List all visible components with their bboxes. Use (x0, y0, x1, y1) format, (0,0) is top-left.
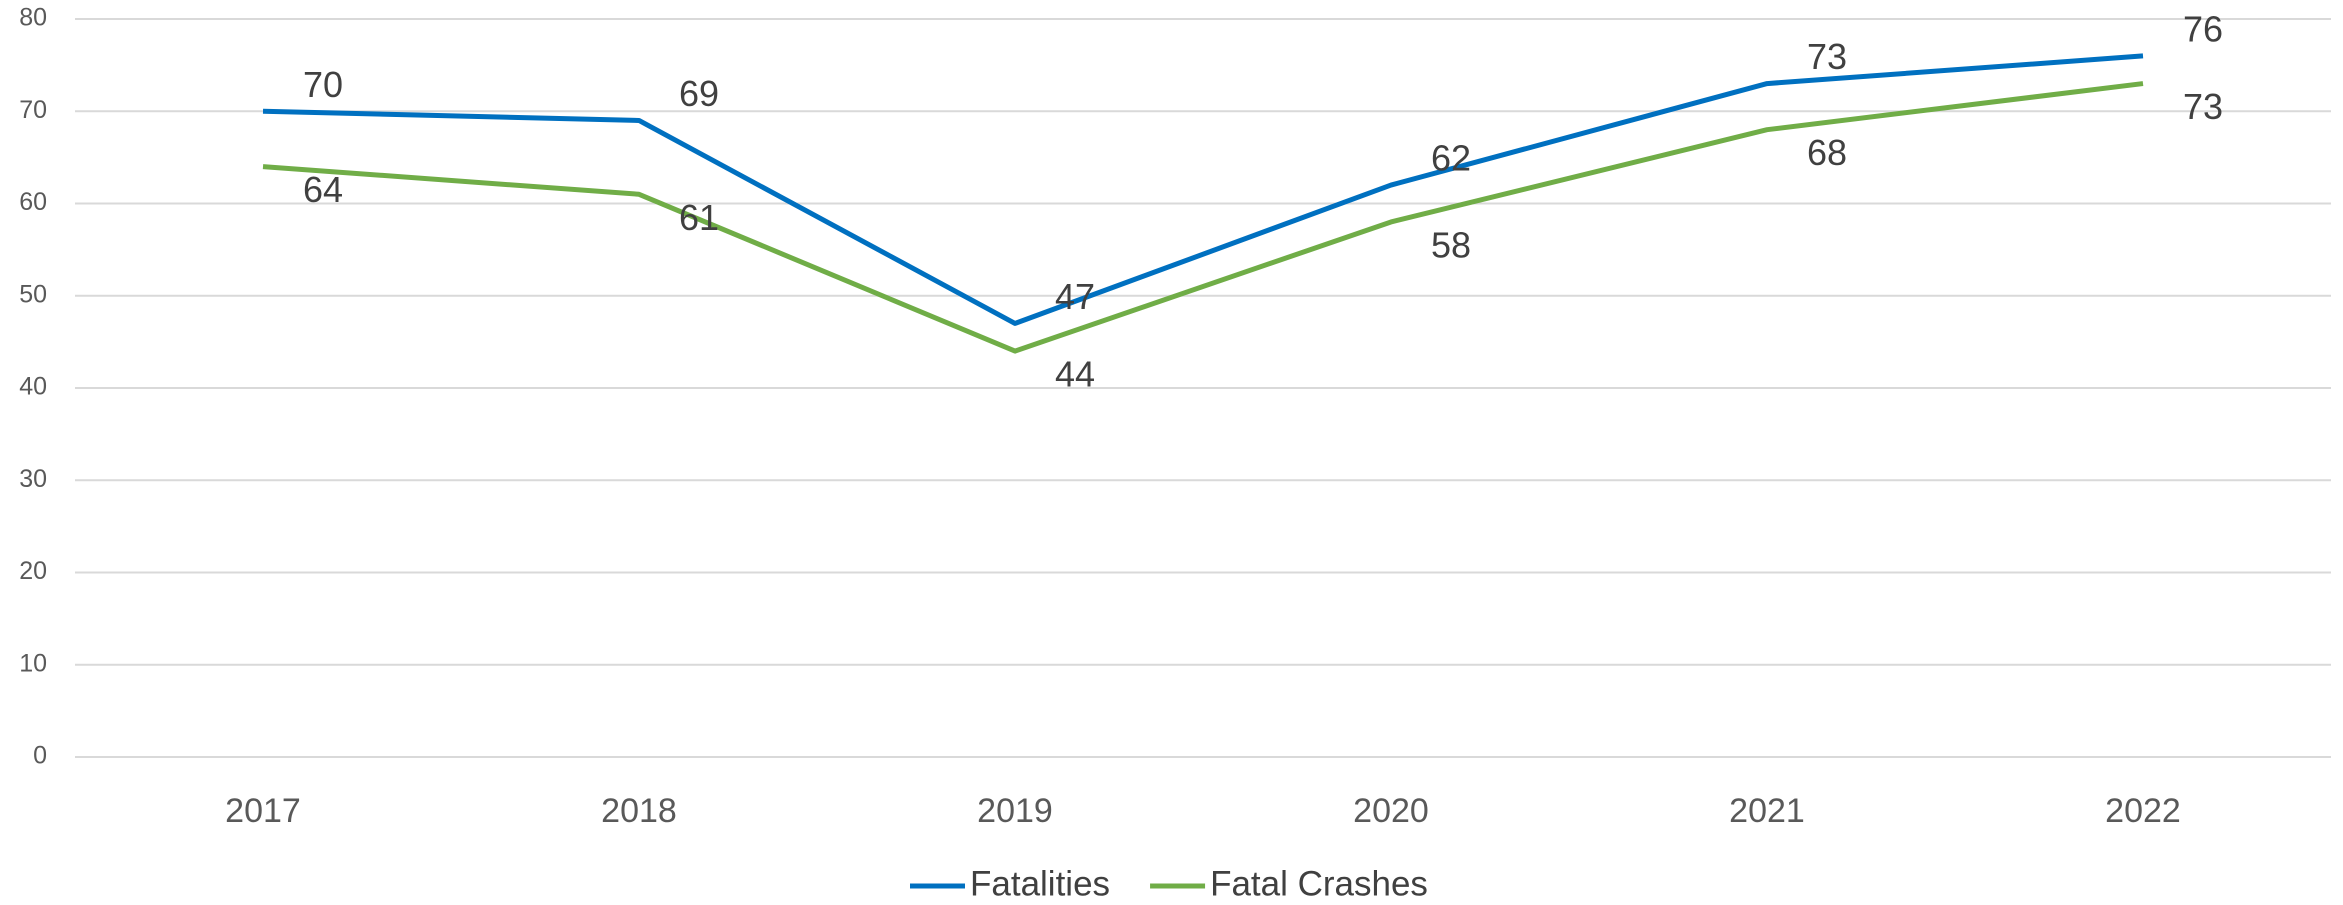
data-label: 61 (679, 197, 719, 238)
x-tick-label: 2020 (1353, 792, 1429, 830)
data-label: 73 (1807, 36, 1847, 77)
legend-label: Fatalities (970, 864, 1110, 903)
y-tick-label: 30 (19, 465, 47, 493)
y-tick-label: 40 (19, 373, 47, 401)
y-tick-label: 50 (19, 280, 47, 308)
x-tick-label: 2017 (225, 792, 301, 830)
data-label: 62 (1431, 138, 1471, 179)
data-label: 44 (1055, 354, 1095, 395)
series-line (262, 53, 2144, 326)
data-label: 73 (2183, 86, 2223, 127)
data-label: 68 (1807, 132, 1847, 173)
x-tick-label: 2019 (977, 792, 1053, 830)
data-label: 76 (2183, 8, 2223, 49)
x-tick-label: 2021 (1729, 792, 1805, 830)
y-tick-label: 0 (33, 742, 47, 770)
data-label: 58 (1431, 224, 1471, 265)
x-tick-label: 2018 (601, 792, 677, 830)
y-tick-label: 20 (19, 557, 47, 585)
legend-label: Fatal Crashes (1210, 864, 1428, 903)
y-tick-label: 10 (19, 649, 47, 677)
y-tick-label: 70 (19, 96, 47, 124)
series-line (262, 81, 2144, 354)
x-tick-label: 2022 (2105, 792, 2181, 830)
data-label: 64 (303, 169, 343, 210)
y-tick-label: 60 (19, 188, 47, 216)
data-label: 69 (679, 73, 719, 114)
data-label: 47 (1055, 276, 1095, 317)
y-tick-label: 80 (19, 4, 47, 32)
data-label: 70 (303, 64, 343, 105)
